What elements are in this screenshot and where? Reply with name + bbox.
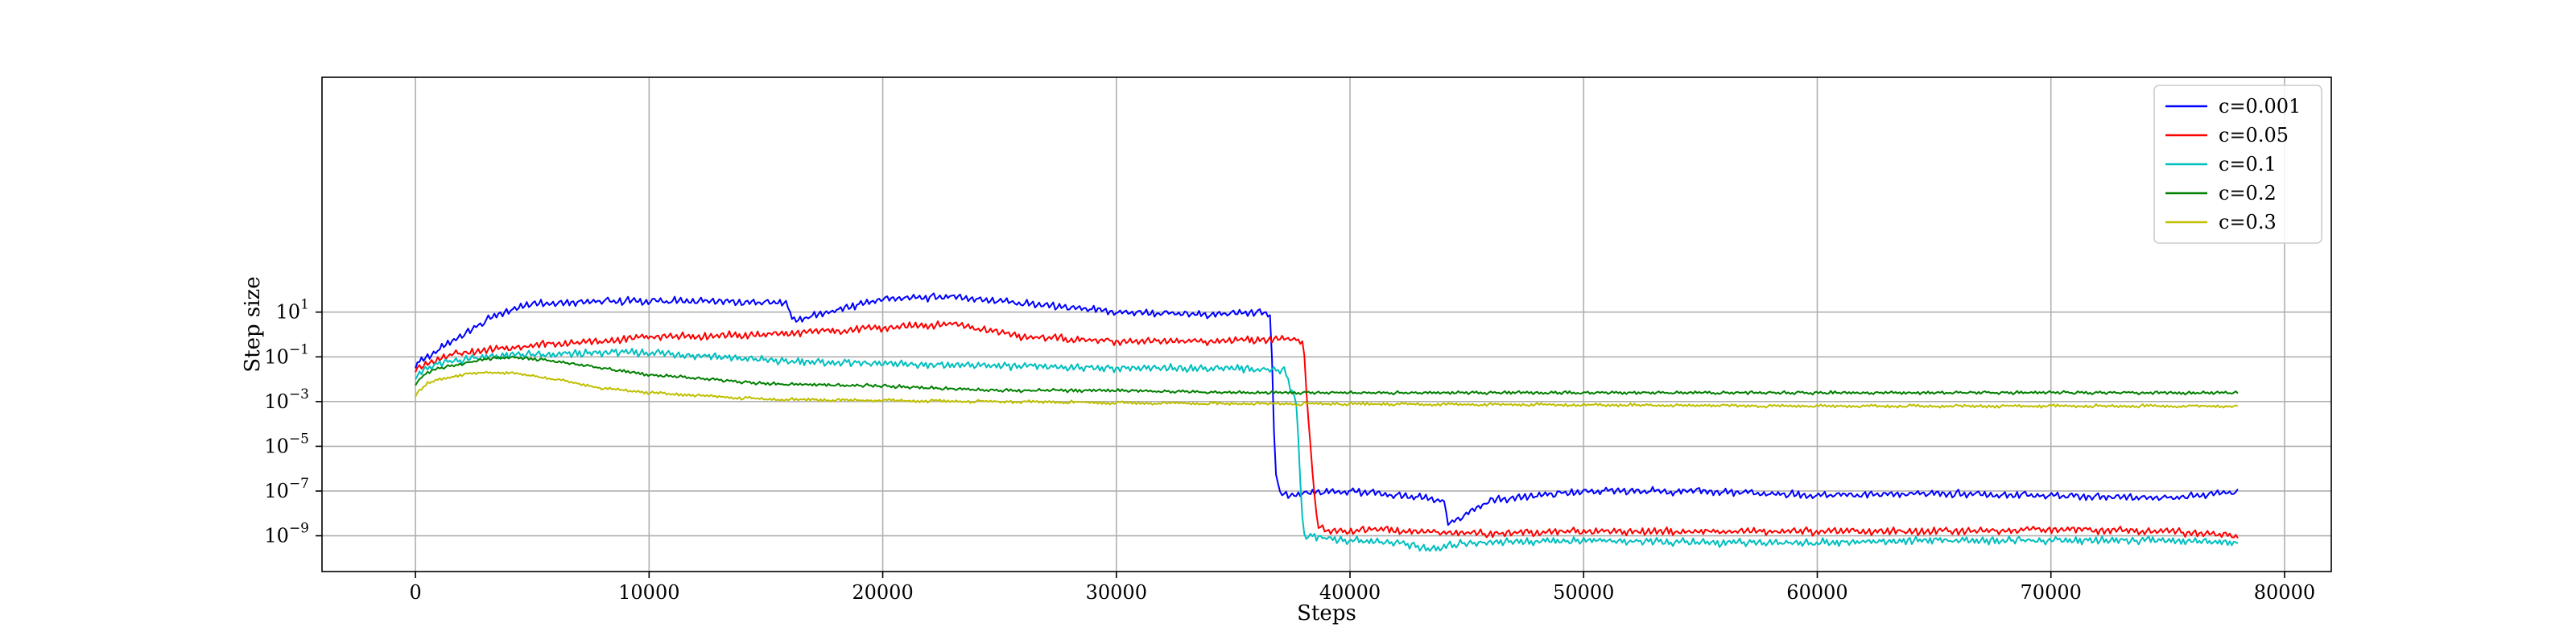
y-tick-base: 10 xyxy=(264,480,289,502)
legend: c=0.001 c=0.05 c=0.1 c=0.2 c=0.3 xyxy=(2153,85,2322,244)
y-tick-label: 10−1 xyxy=(264,341,309,368)
y-tick-label: 101 xyxy=(276,297,309,324)
y-tick-label: 10−5 xyxy=(264,431,309,457)
y-tick-exponent: −3 xyxy=(289,386,309,402)
x-tick-label: 20000 xyxy=(852,581,913,604)
y-tick-exponent: −9 xyxy=(289,521,309,537)
y-tick-exponent: 1 xyxy=(300,297,309,313)
y-tick-label: 10−3 xyxy=(264,386,309,413)
legend-label: c=0.05 xyxy=(2219,124,2289,147)
x-tick-label: 30000 xyxy=(1086,581,1147,604)
x-tick-label: 0 xyxy=(409,581,421,604)
y-tick-label: 10−9 xyxy=(264,521,309,547)
x-tick-label: 80000 xyxy=(2254,581,2315,604)
series-line xyxy=(415,320,2239,539)
grid xyxy=(322,77,2331,572)
y-tick-label: 10−7 xyxy=(264,476,309,502)
series-line xyxy=(415,355,2239,396)
x-tick-label: 60000 xyxy=(1786,581,1847,604)
y-tick-exponent: −1 xyxy=(289,341,309,357)
y-tick-base: 10 xyxy=(264,525,289,547)
y-tick-exponent: −5 xyxy=(289,431,309,447)
series-line xyxy=(415,348,2239,552)
x-axis-label: Steps xyxy=(1297,601,1356,625)
series-line xyxy=(415,292,2239,526)
y-tick-exponent: −7 xyxy=(289,476,309,492)
x-tick-label: 70000 xyxy=(2021,581,2082,604)
series-line xyxy=(415,370,2239,409)
legend-box xyxy=(2153,85,2322,244)
legend-label: c=0.001 xyxy=(2219,95,2301,118)
x-axis-ticks: 0 10000 20000 30000 40000 50000 60000 70000 8000… xyxy=(409,572,2315,604)
y-tick-base: 10 xyxy=(276,301,301,324)
legend-label: c=0.3 xyxy=(2219,211,2277,233)
y-axis-label: Step size xyxy=(241,276,265,372)
y-tick-base: 10 xyxy=(264,435,289,457)
y-tick-base: 10 xyxy=(264,390,289,413)
x-tick-label: 50000 xyxy=(1553,581,1614,604)
y-tick-base: 10 xyxy=(264,345,289,368)
legend-label: c=0.1 xyxy=(2219,153,2277,175)
plot-frame xyxy=(321,76,2332,572)
series-lines xyxy=(415,292,2239,552)
x-tick-label: 10000 xyxy=(618,581,679,604)
x-tick-label: 40000 xyxy=(1319,581,1381,604)
legend-label: c=0.2 xyxy=(2219,182,2277,204)
